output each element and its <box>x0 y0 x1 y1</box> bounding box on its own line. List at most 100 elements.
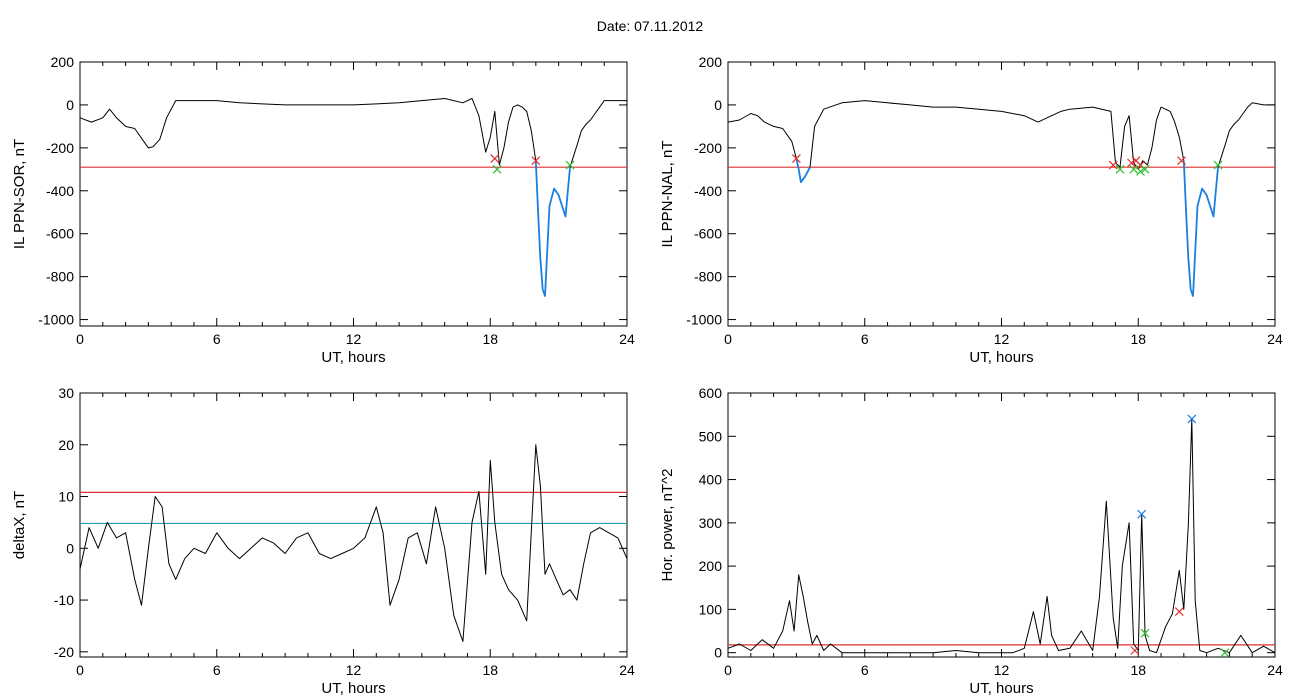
y-tick-label: 0 <box>66 540 74 556</box>
cross-marker <box>1115 164 1125 174</box>
series-line <box>569 100 627 168</box>
cross-stroke <box>531 156 541 166</box>
y-tick-label: -600 <box>46 226 74 242</box>
cross-stroke <box>1177 156 1186 166</box>
y-tick-label: 0 <box>66 97 74 113</box>
plot-frame <box>727 392 1276 658</box>
cross-stroke <box>1115 164 1125 174</box>
y-tick-label: -1000 <box>686 312 722 328</box>
y-tick-label: -1000 <box>38 312 74 328</box>
x-tick-label: 24 <box>619 331 635 347</box>
cross-marker <box>1108 160 1118 170</box>
x-axis-label: UT, hours <box>969 349 1033 366</box>
y-tick-label: 20 <box>58 437 74 453</box>
cross-stroke <box>1131 156 1141 166</box>
cross-marker <box>1213 160 1223 170</box>
cross-stroke <box>1174 607 1184 616</box>
cross-marker <box>1177 156 1186 166</box>
y-tick-label: 200 <box>699 558 723 574</box>
x-tick-label: 18 <box>482 662 498 678</box>
y-tick-label: 100 <box>699 601 723 617</box>
series-line <box>534 160 571 297</box>
cross-stroke <box>1140 164 1150 174</box>
cross-marker <box>492 164 502 174</box>
x-axis-label: UT, hours <box>969 680 1033 697</box>
x-tick-label: 24 <box>1267 662 1283 678</box>
cross-stroke <box>1140 628 1150 638</box>
x-tick-label: 12 <box>994 662 1010 678</box>
cross-stroke <box>1129 164 1139 174</box>
cross-marker <box>1126 158 1136 168</box>
y-tick-label: 300 <box>699 515 723 531</box>
x-axis-label: UT, hours <box>321 680 385 697</box>
cross-stroke <box>1108 160 1118 170</box>
series-line <box>79 444 628 642</box>
y-tick-label: 0 <box>714 97 722 113</box>
x-tick-label: 24 <box>1267 331 1283 347</box>
y-tick-label: 10 <box>58 489 74 505</box>
cross-stroke <box>1213 160 1223 170</box>
series-line <box>1217 102 1275 168</box>
x-tick-label: 12 <box>994 331 1010 347</box>
chart-hor-power: 0 6 12 18 24 600 500 400 300 200 100 0 UT, hours Hor.… <box>659 385 1283 697</box>
x-axis-label: UT, hours <box>321 349 385 366</box>
y-axis-label: IL PPN-NAL, nT <box>659 141 676 248</box>
x-tick-label: 6 <box>213 331 221 347</box>
cross-marker <box>1130 646 1140 655</box>
x-tick-label: 0 <box>724 331 732 347</box>
cross-marker <box>1187 414 1197 424</box>
x-tick-label: 18 <box>1130 662 1146 678</box>
y-tick-label: 0 <box>714 645 722 661</box>
y-axis-label: IL PPN-SOR, nT <box>11 139 28 249</box>
y-axis-label: deltaX, nT <box>11 491 28 559</box>
series-line <box>727 113 797 159</box>
x-tick-label: 6 <box>213 662 221 678</box>
cross-marker <box>565 160 575 170</box>
cross-marker <box>531 156 541 166</box>
cross-marker <box>1220 648 1230 658</box>
cross-stroke <box>1126 158 1136 168</box>
x-tick-label: 6 <box>861 662 869 678</box>
cross-stroke <box>492 164 502 174</box>
y-tick-label: 30 <box>58 385 74 401</box>
y-tick-label: -400 <box>694 183 722 199</box>
cross-marker <box>1140 628 1150 638</box>
series-line <box>795 158 811 184</box>
cross-stroke <box>565 160 575 170</box>
chart-deltax: 0 6 12 18 24 30 20 10 0 -10 -20 UT, hours deltaX, nT <box>11 385 635 697</box>
y-tick-label: -200 <box>46 140 74 156</box>
series-line <box>79 98 537 166</box>
cross-marker <box>1140 164 1150 174</box>
x-tick-label: 0 <box>76 662 84 678</box>
cross-stroke <box>1136 160 1145 170</box>
cross-marker <box>1174 607 1184 616</box>
x-tick-label: 6 <box>861 331 869 347</box>
x-tick-label: 0 <box>724 662 732 678</box>
x-tick-label: 24 <box>619 662 635 678</box>
y-tick-label: -800 <box>46 269 74 285</box>
cross-marker <box>791 154 801 164</box>
cross-stroke <box>791 154 801 164</box>
chart-il-ppn-sor: 0 6 12 18 24 200 0 -200 -400 -600 -800 -1000 UT, hou… <box>11 54 635 366</box>
cross-marker <box>1129 164 1139 174</box>
series-line <box>1182 160 1219 297</box>
series-line <box>809 100 1185 170</box>
x-tick-label: 18 <box>1130 331 1146 347</box>
chart-il-ppn-nal: 0 6 12 18 24 200 0 -200 -400 -600 -800 -1000 UT, hou… <box>659 54 1283 366</box>
cross-stroke <box>1220 648 1230 658</box>
plot-frame <box>79 392 628 658</box>
y-tick-label: 600 <box>699 385 723 401</box>
y-tick-label: 200 <box>699 54 723 70</box>
cross-stroke <box>1136 167 1145 176</box>
y-tick-label: 400 <box>699 472 723 488</box>
cross-stroke <box>1187 414 1197 424</box>
date-title: Date: 07.11.2012 <box>596 18 704 34</box>
y-tick-label: -10 <box>54 592 74 608</box>
y-tick-label: -800 <box>694 269 722 285</box>
cross-marker <box>1136 167 1145 176</box>
cross-stroke <box>490 154 500 164</box>
y-tick-label: -600 <box>694 226 722 242</box>
series-line <box>727 418 1276 654</box>
